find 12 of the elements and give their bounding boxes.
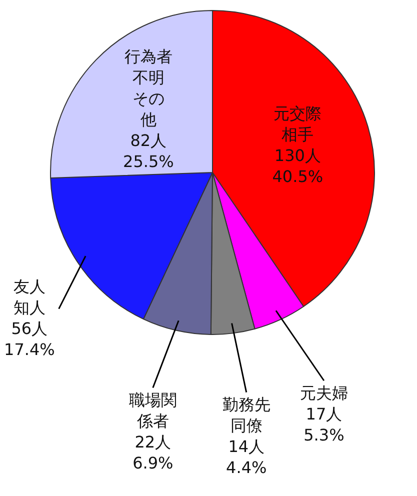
data-label: 14人 4.4% bbox=[226, 437, 267, 477]
data-label: 22人 6.9% bbox=[132, 432, 174, 472]
data-label: 82人 25.5% bbox=[123, 131, 174, 172]
slice-label: 友人知人 bbox=[13, 276, 46, 317]
slice-label: 元夫婦 bbox=[300, 383, 348, 402]
slice-label: 勤務先同僚 bbox=[222, 395, 270, 435]
data-label: 130人 40.5% bbox=[272, 146, 324, 186]
data-label: 17人 5.3% bbox=[304, 404, 344, 444]
slice-label: 元交際相手 bbox=[274, 104, 322, 144]
slice-label: 行為者不明その他 bbox=[124, 47, 172, 130]
data-label: 56人 17.4% bbox=[4, 318, 55, 359]
slice-label: 職場関係者 bbox=[128, 390, 177, 430]
